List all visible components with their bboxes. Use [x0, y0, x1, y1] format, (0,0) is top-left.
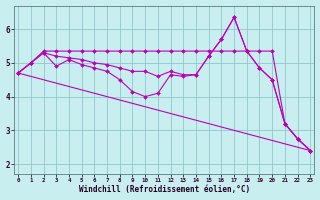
- X-axis label: Windchill (Refroidissement éolien,°C): Windchill (Refroidissement éolien,°C): [79, 185, 250, 194]
